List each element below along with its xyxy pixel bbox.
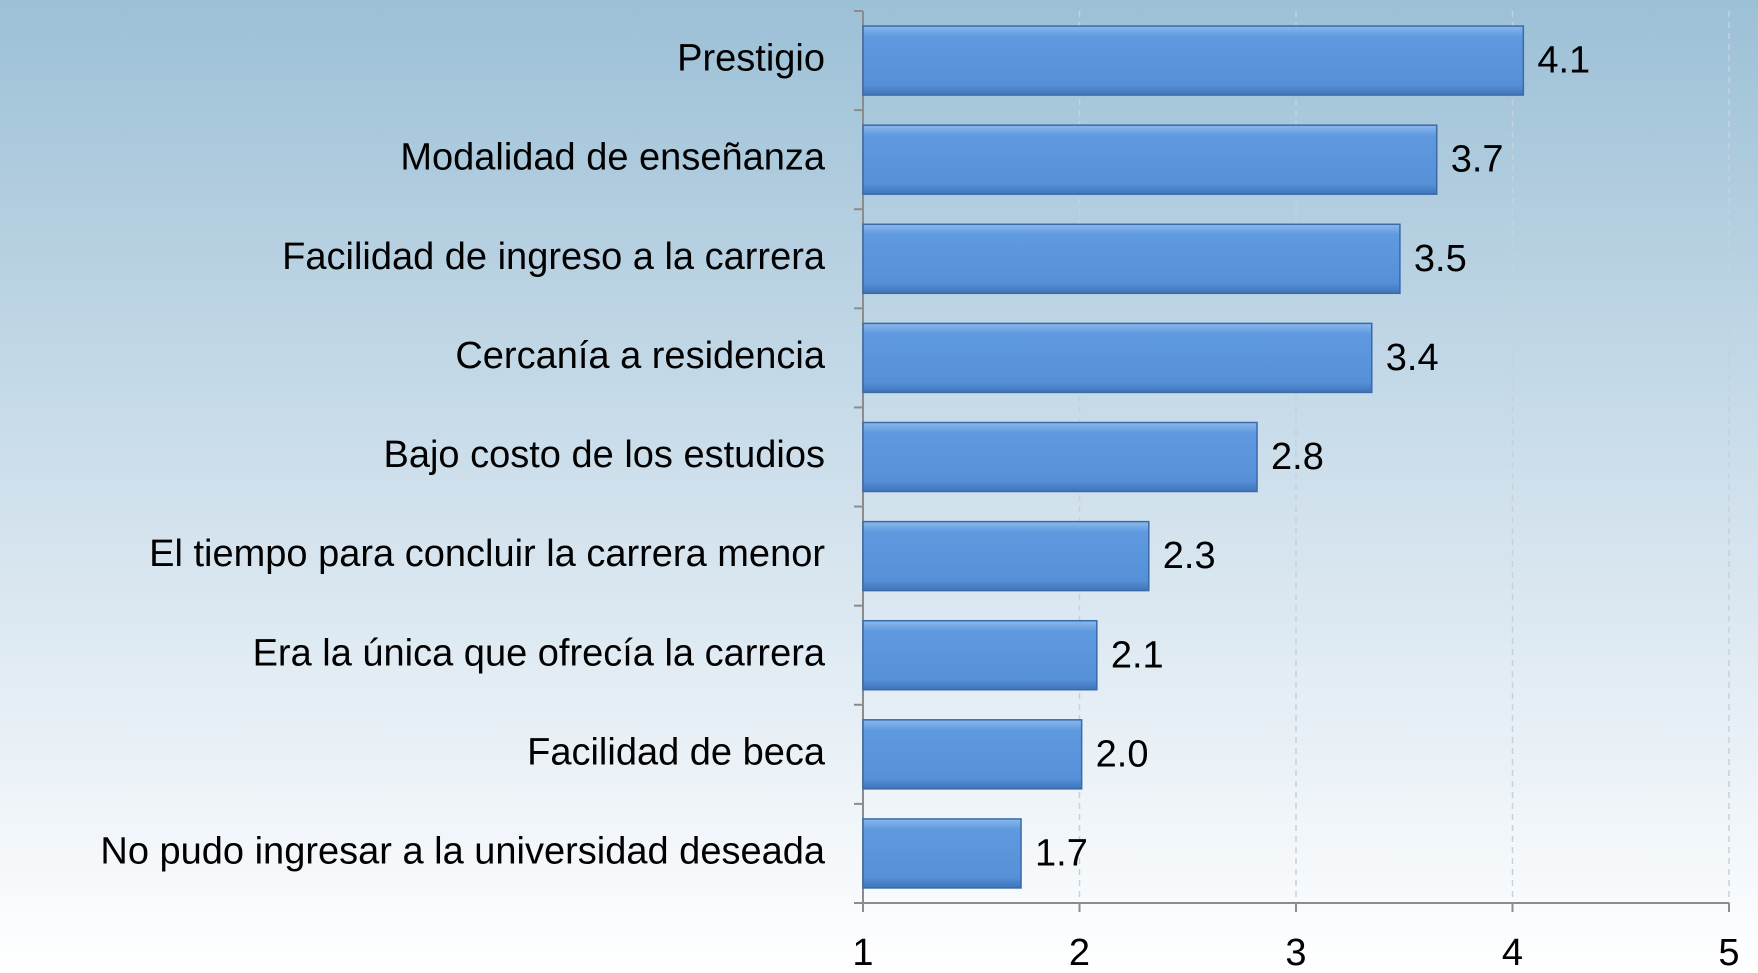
bar bbox=[862, 520, 1150, 592]
data-label: 3.7 bbox=[1451, 139, 1504, 181]
data-label: 3.4 bbox=[1386, 337, 1439, 379]
data-label: 3.5 bbox=[1414, 238, 1467, 280]
bar bbox=[862, 322, 1373, 394]
y-tick-label: Cercanía a residencia bbox=[455, 335, 826, 377]
bar bbox=[862, 619, 1098, 691]
bar bbox=[862, 818, 1022, 889]
bar bbox=[862, 421, 1258, 493]
bar bbox=[862, 25, 1525, 96]
x-tick-label: 3 bbox=[1285, 932, 1306, 973]
x-tick-label: 4 bbox=[1502, 932, 1523, 973]
y-tick-label: Modalidad de enseñanza bbox=[400, 137, 826, 179]
bar bbox=[862, 124, 1438, 195]
data-label: 2.3 bbox=[1163, 535, 1216, 577]
y-tick-label: Prestigio bbox=[677, 38, 825, 80]
x-tick-label: 2 bbox=[1069, 932, 1090, 973]
y-tick-label: El tiempo para concluir la carrera menor bbox=[149, 533, 825, 575]
y-tick-label: Facilidad de ingreso a la carrera bbox=[282, 236, 826, 278]
data-label: 1.7 bbox=[1035, 832, 1088, 874]
y-tick-label: Facilidad de beca bbox=[527, 731, 826, 773]
y-tick-label: Era la única que ofrecía la carrera bbox=[253, 632, 826, 674]
y-tick-label: Bajo costo de los estudios bbox=[384, 434, 826, 476]
y-tick-label: No pudo ingresar a la universidad desead… bbox=[100, 830, 825, 872]
data-label: 2.8 bbox=[1271, 436, 1324, 478]
data-label: 4.1 bbox=[1537, 40, 1590, 82]
data-label: 2.1 bbox=[1111, 634, 1164, 676]
x-tick-label: 1 bbox=[852, 932, 873, 973]
bar bbox=[862, 223, 1401, 295]
data-label: 2.0 bbox=[1096, 733, 1149, 775]
x-tick-label: 5 bbox=[1718, 932, 1739, 973]
bar bbox=[862, 719, 1083, 790]
